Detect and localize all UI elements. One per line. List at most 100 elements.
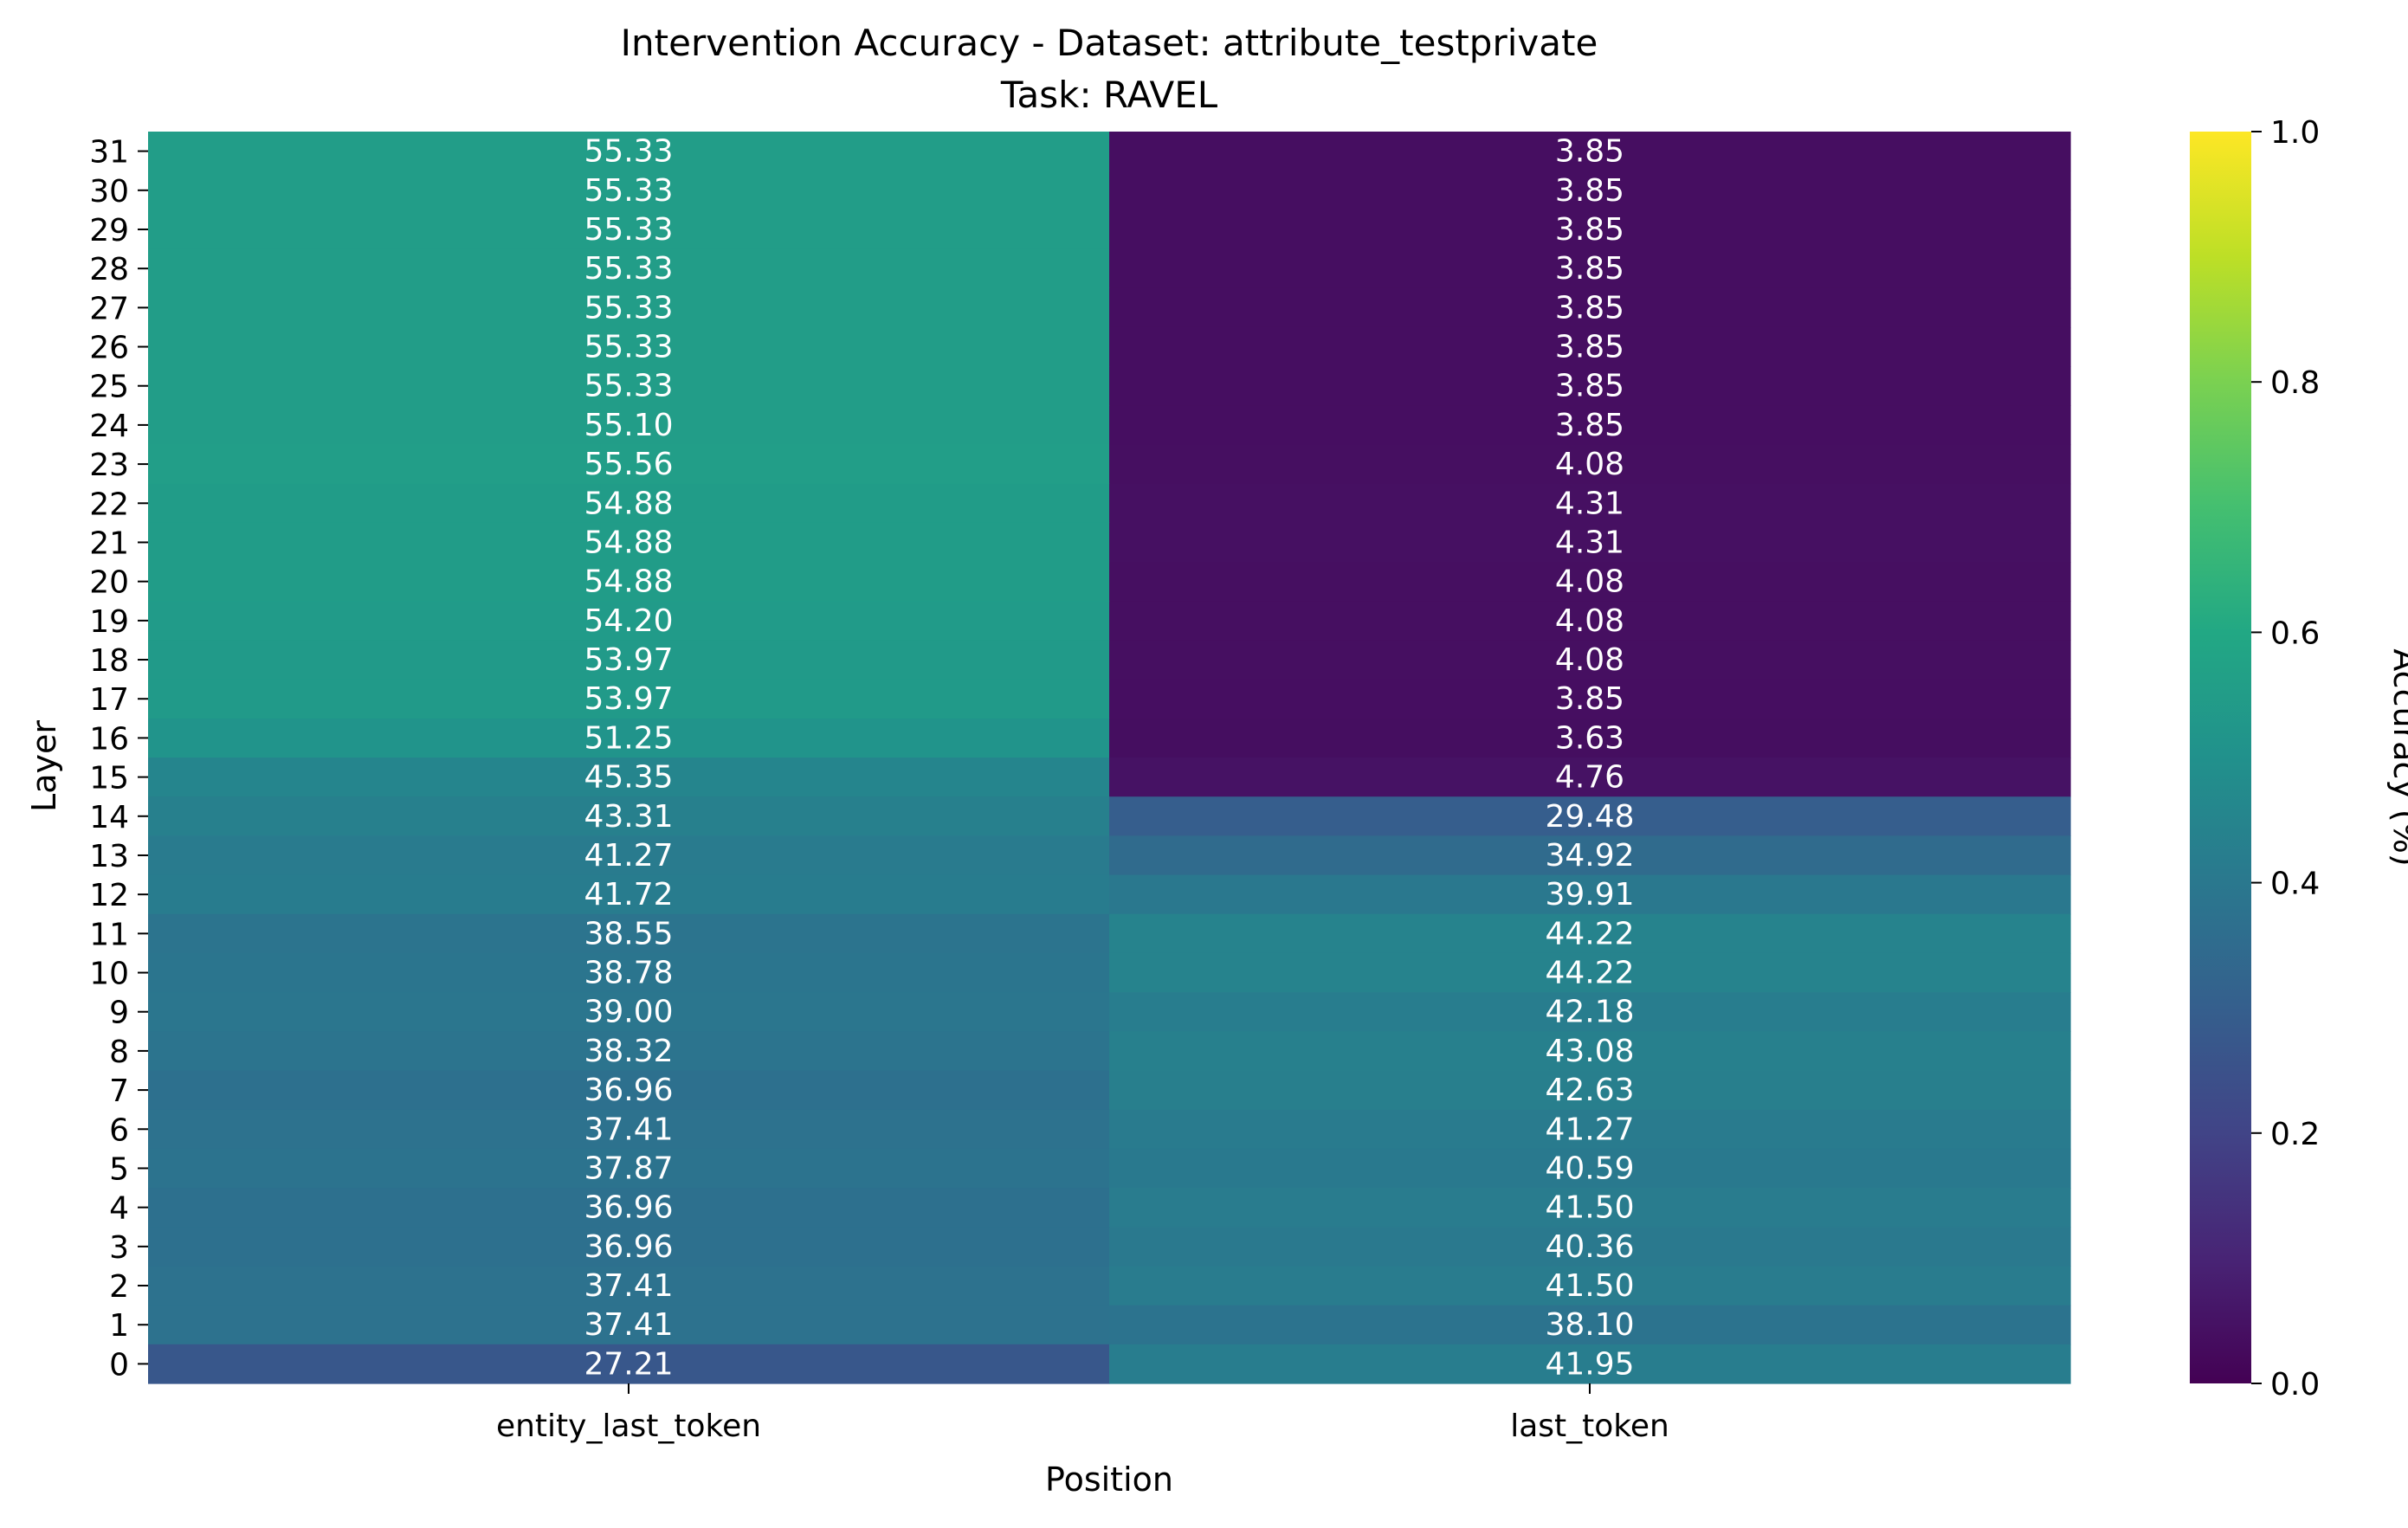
cell-value-label: 54.88 [584,564,673,600]
x-tick-label: last_token [1510,1409,1669,1444]
heatmap-cell [1109,1227,2071,1267]
y-tick-label: 14 [89,800,129,835]
heatmap-cell [148,1305,1110,1345]
cell-value-label: 41.27 [1545,1112,1634,1147]
cell-value-label: 39.91 [1545,877,1634,912]
cell-value-label: 39.00 [584,995,673,1030]
cell-value-label: 3.85 [1555,134,1624,170]
cell-value-label: 41.27 [584,838,673,874]
cell-value-label: 34.92 [1545,838,1634,874]
y-tick-label: 11 [89,917,129,952]
heatmap-cell [148,1266,1110,1306]
heatmap-cell [148,1344,1110,1384]
y-tick-label: 13 [89,839,129,874]
heatmap-cell [148,366,1110,406]
cell-value-label: 51.25 [584,720,673,756]
y-tick-label: 0 [109,1347,129,1383]
cell-value-label: 27.21 [584,1346,673,1382]
colorbar [2190,132,2251,1383]
heatmap-cell [1109,679,2071,719]
cell-value-label: 4.08 [1555,642,1624,678]
heatmap-cell [1109,992,2071,1032]
cell-value-label: 41.72 [584,877,673,912]
heatmap-cell [1109,1344,2071,1384]
cell-value-label: 54.20 [584,603,673,639]
y-tick-label: 2 [109,1269,129,1305]
cell-value-label: 38.32 [584,1034,673,1069]
cell-value-label: 55.33 [584,290,673,326]
heatmap-cell [1109,1188,2071,1228]
colorbar-tick-label: 1.0 [2270,115,2320,151]
heatmap-cell [148,326,1110,367]
y-tick-label: 22 [89,487,129,522]
heatmap-cell [148,287,1110,328]
heatmap-cell [148,640,1110,680]
cell-value-label: 3.85 [1555,369,1624,404]
colorbar-label: Accuracy (%) [2386,648,2408,866]
heatmap-cell [1109,366,2071,406]
cell-value-label: 3.85 [1555,290,1624,326]
y-tick-label: 28 [89,252,129,287]
cell-value-label: 3.85 [1555,681,1624,717]
heatmap-cell [148,913,1110,954]
heatmap-cell [148,1188,1110,1228]
cell-value-label: 3.63 [1555,720,1624,756]
heatmap-cell [1109,601,2071,642]
cell-value-label: 43.31 [584,799,673,835]
heatmap-cell [1109,1070,2071,1111]
y-tick-label: 12 [89,878,129,913]
cell-value-label: 42.63 [1545,1073,1634,1108]
colorbar-tick-label: 0.0 [2270,1367,2320,1402]
heatmap-cell [1109,758,2071,797]
heatmap-cell [148,1070,1110,1111]
colorbar-tick-label: 0.4 [2270,867,2320,902]
y-tick-label: 4 [109,1191,129,1227]
heatmap-cell [1109,1305,2071,1345]
x-tick-label: entity_last_token [496,1409,761,1444]
heatmap-cell [148,562,1110,602]
cell-value-label: 36.96 [584,1229,673,1265]
cell-value-label: 55.33 [584,330,673,365]
heatmap-cell [148,874,1110,915]
y-tick-label: 7 [109,1073,129,1109]
heatmap-cell [148,444,1110,485]
cell-value-label: 55.33 [584,251,673,287]
heatmap-cell [1109,796,2071,836]
heatmap-cell [1109,444,2071,485]
heatmap-cell [1109,287,2071,328]
cell-value-label: 4.08 [1555,447,1624,482]
cell-value-label: 55.33 [584,134,673,170]
cell-value-label: 54.88 [584,486,673,521]
cell-value-label: 41.50 [1545,1268,1634,1304]
y-tick-label: 5 [109,1151,129,1187]
cell-value-label: 38.78 [584,956,673,991]
y-tick-label: 3 [109,1230,129,1266]
heatmap-cell [1109,1266,2071,1306]
chart-title: Intervention Accuracy - Dataset: attribu… [621,22,1598,64]
cell-value-label: 40.36 [1545,1229,1634,1265]
heatmap-cell [1109,874,2071,915]
cell-value-label: 41.95 [1545,1346,1634,1382]
heatmap-cell [148,758,1110,797]
y-tick-label: 15 [89,761,129,796]
cell-value-label: 55.33 [584,173,673,209]
cell-value-label: 3.85 [1555,173,1624,209]
heatmap-cell [148,248,1110,289]
colorbar-tick-label: 0.6 [2270,616,2320,651]
colorbar-tick-label: 0.2 [2270,1117,2320,1152]
heatmap-cell-labels: 55.33 3.85 55.33 3.85 55.33 3.85 55.33 3.85 55.3… [584,134,1634,1383]
y-tick-label: 19 [89,604,129,640]
heatmap-cell [148,601,1110,642]
cell-value-label: 38.10 [1545,1307,1634,1343]
heatmap-cell [1109,326,2071,367]
cell-value-label: 4.31 [1555,525,1624,560]
cell-value-label: 3.85 [1555,251,1624,287]
cell-value-label: 41.50 [1545,1190,1634,1226]
y-tick-label: 29 [89,213,129,248]
heatmap-cell [1109,835,2071,876]
heatmap-cell [1109,171,2071,210]
cell-value-label: 4.08 [1555,564,1624,600]
chart-subtitle: Task: RAVEL [1000,74,1218,116]
